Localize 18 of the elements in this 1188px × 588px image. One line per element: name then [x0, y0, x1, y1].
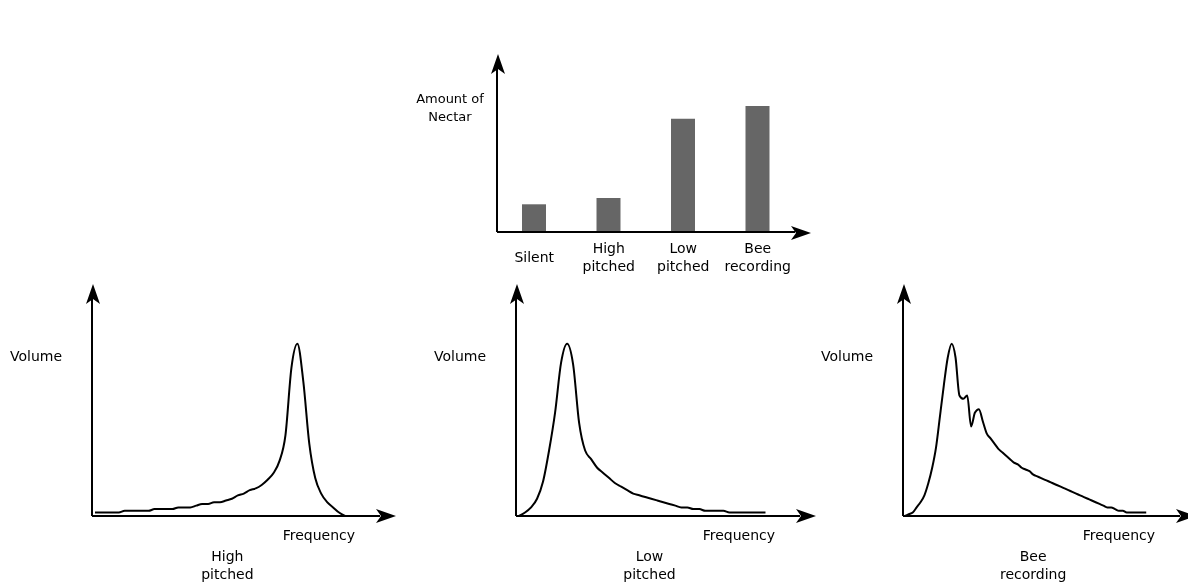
bar: [671, 118, 695, 232]
bar: [745, 106, 770, 232]
bar: [522, 204, 546, 232]
x-tick-label: Low pitched: [657, 240, 710, 274]
y-axis-title: Volume: [821, 347, 874, 365]
y-axis-title: Volume: [10, 347, 63, 365]
x-axis-title: Frequency: [701, 526, 775, 544]
x-tick-label: Silent: [514, 249, 555, 265]
x-axis-title: Frequency: [281, 526, 355, 544]
y-axis-title: Volume: [434, 347, 487, 365]
bar: [596, 198, 621, 232]
y-axis-title: Amount of Nectar: [415, 90, 485, 126]
x-axis-title: Frequency: [1081, 526, 1155, 544]
x-tick-label: High pitched: [582, 240, 635, 274]
text: Low pitched: [622, 547, 677, 583]
text: Bee recording: [999, 547, 1068, 583]
text: High pitched: [200, 547, 255, 583]
x-tick-label: Bee recording: [724, 240, 791, 274]
